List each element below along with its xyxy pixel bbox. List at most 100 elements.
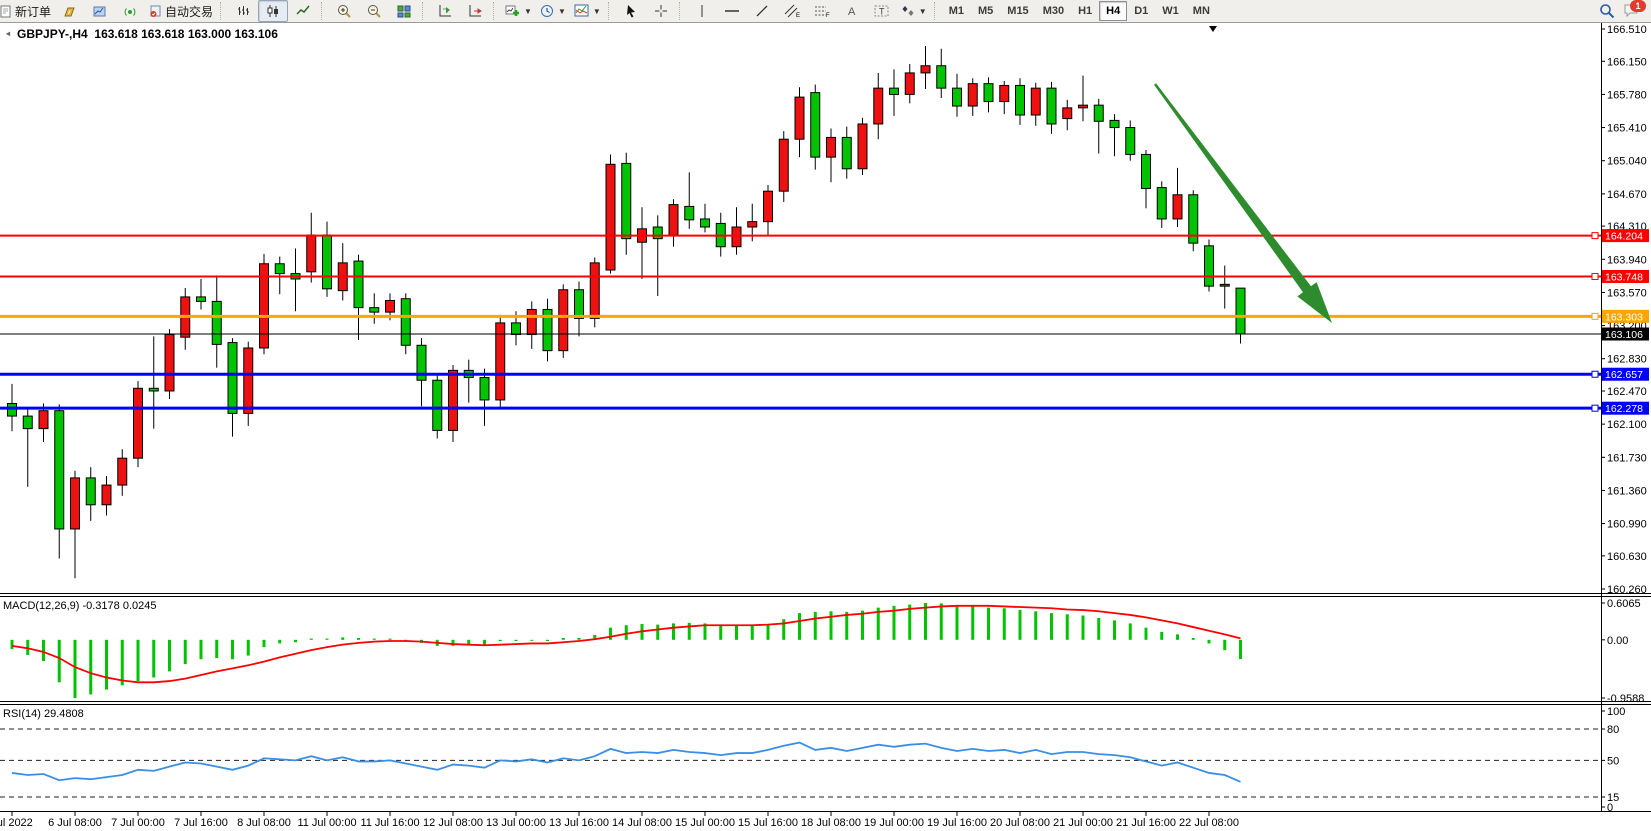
time-tick-label: 8 Jul 08:00 [237,817,291,829]
tile-windows-icon [397,5,411,17]
horizontal-line-tool-button[interactable] [717,0,747,22]
chart-window-icon [64,7,75,16]
macd-histogram-bar [120,639,124,686]
candle-body [322,234,332,290]
fibonacci-tool-button[interactable]: F [807,0,837,22]
text-tool-button[interactable]: A [837,0,867,22]
time-tick-label: 18 Jul 08:00 [801,817,861,829]
candle-body [1235,287,1246,335]
chart-canvas[interactable]: 166.510 166.150 165.780 165.410 165.040 164.6… [0,23,1651,831]
svg-text:E: E [796,13,800,18]
crosshair-icon [654,5,667,17]
candle-body [196,296,206,302]
chart-area[interactable]: 166.510 166.150 165.780 165.410 165.040 164.6… [0,23,1651,831]
price-tick-label: 165.040 [1607,156,1647,168]
auto-scroll-button[interactable] [460,0,490,22]
indicators-dropdown[interactable]: ▼ [570,0,605,22]
candle-body [243,347,254,414]
price-badges: 164.204 163.748 163.303 162.657 162.278 163.1… [1602,229,1649,415]
macd-histogram-bar [57,639,61,683]
price-badge [1602,229,1649,243]
macd-histogram-bar [798,613,801,640]
price-tick-label: 163.940 [1607,254,1647,266]
autotrading-button[interactable]: 自动交易 [145,0,217,22]
candle-body [385,299,395,313]
toolbar-separator [321,2,326,20]
candlesticks [7,46,1246,579]
candle-body [148,387,159,392]
crosshair-tool-button[interactable] [646,0,676,22]
candle-body [133,387,143,459]
price-axis: 166.510 166.150 165.780 165.410 165.040 164.6… [1601,24,1647,596]
arrow-shapes-icon [902,6,914,16]
macd-histogram-bar [1176,634,1179,640]
price-badge [1602,401,1649,415]
trend-arrow-annotation[interactable] [1154,83,1332,323]
line-anchor-handle[interactable] [1591,232,1599,240]
notifications-button[interactable]: 1 [1623,0,1646,19]
line-anchor-handle[interactable] [1591,370,1599,378]
timeframe-button-h1[interactable]: H1 [1078,5,1093,17]
tile-windows-button[interactable] [389,0,419,22]
candle-body [227,342,238,414]
candle-body [826,136,836,158]
periods-dropdown[interactable]: ▼ [536,0,570,22]
candle-body [22,415,33,430]
macd-histogram-bar [136,639,140,682]
macd-histogram-bar [467,639,471,645]
channel-tool-button[interactable]: E [777,0,807,22]
macd-histogram-bar [199,639,203,660]
new-order-button[interactable]: 新订单 [0,0,55,22]
new-chart-dropdown[interactable]: ▼ [501,0,536,22]
macd-histogram-bar [703,623,707,640]
vertical-line-tool-button[interactable] [687,0,717,22]
time-tick-label: 15 Jul 00:00 [675,817,735,829]
candle-body [778,138,789,192]
price-badge [1602,269,1649,283]
timeframe-button-m1[interactable]: M1 [948,5,964,17]
macd-histogram-bar [1160,631,1164,640]
search-icon[interactable] [1599,3,1615,19]
zoom-in-button[interactable] [329,0,359,22]
charts-button[interactable] [55,0,85,22]
toolbar-separator [220,2,225,20]
candlestick-mode-button[interactable] [258,0,289,22]
candle-body [400,298,411,346]
arrows-dropdown[interactable]: ▼ [897,0,931,22]
macd-signal-line [11,604,1241,684]
timeframe-button-h4[interactable]: H4 [1099,1,1128,21]
timeframe-button-m5[interactable]: M5 [978,5,994,17]
zoom-out-button[interactable] [359,0,389,22]
timeframe-button-w1[interactable]: W1 [1162,5,1179,17]
candle-body [920,65,931,74]
line-anchor-handle[interactable] [1591,404,1599,412]
price-badge [1602,309,1649,323]
macd-histogram-bar [89,639,93,695]
macd-histogram-bar [105,639,108,690]
line-chart-mode-button[interactable] [288,0,318,22]
macd-histogram-bar [294,639,297,643]
chart-shift-button[interactable] [430,0,460,22]
timeframe-button-m15[interactable]: M15 [1007,5,1029,17]
bar-chart-mode-button[interactable] [228,0,258,22]
profiles-button[interactable] [85,0,115,22]
candle-body [511,322,521,336]
candle-body [306,234,317,273]
candle-body [1015,84,1025,116]
candle-body [841,136,852,170]
candle-body [1188,194,1199,244]
signals-button[interactable] [115,0,145,22]
line-anchor-handle[interactable] [1591,272,1599,280]
text-label-tool-button[interactable]: T [867,0,897,22]
time-tick-label: 21 Jul 16:00 [1116,817,1176,829]
line-anchor-handle[interactable] [1591,312,1599,320]
trendline-tool-button[interactable] [747,0,777,22]
timeframe-button-d1[interactable]: D1 [1134,5,1149,17]
timeframe-button-mn[interactable]: MN [1192,5,1210,17]
timeframe-button-m30[interactable]: M30 [1042,5,1065,17]
cursor-tool-button[interactable] [616,0,646,22]
macd-histogram-bar [325,638,329,640]
notification-badge: 1 [1630,0,1646,12]
macd-histogram-bar [1191,637,1195,640]
equidistant-channel-icon: E [784,4,800,18]
